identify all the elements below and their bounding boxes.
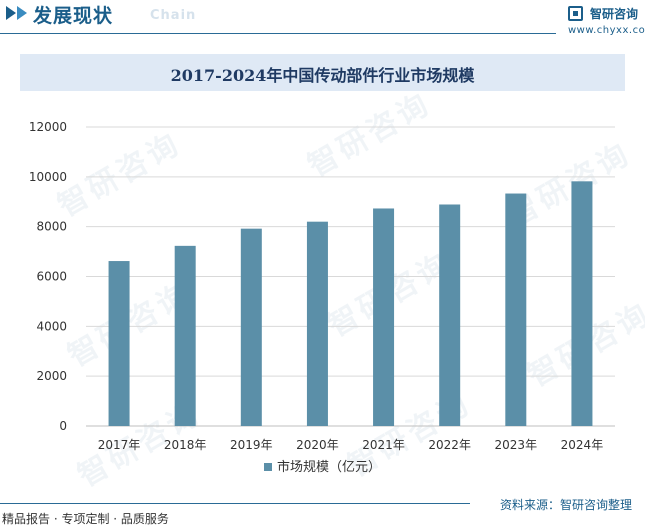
bar bbox=[240, 228, 262, 426]
footer-source: 资料来源：智研咨询整理 bbox=[500, 498, 633, 512]
bar bbox=[505, 193, 527, 426]
brand-logo-icon bbox=[568, 6, 583, 21]
x-tick-label: 2019年 bbox=[230, 438, 273, 452]
brand-url: www.chyxx.com bbox=[568, 25, 645, 36]
x-tick-label: 2021年 bbox=[362, 438, 405, 452]
x-tick-label: 2024年 bbox=[561, 438, 604, 452]
bar bbox=[306, 221, 328, 426]
y-tick-label: 8000 bbox=[36, 220, 67, 234]
chart-title: 2017-2024年中国传动部件行业市场规模 bbox=[170, 66, 475, 85]
y-tick-label: 12000 bbox=[29, 120, 67, 134]
legend-swatch bbox=[263, 462, 272, 471]
x-tick-label: 2020年 bbox=[296, 438, 339, 452]
legend-label: 市场规模（亿元） bbox=[276, 460, 381, 475]
y-tick-label: 4000 bbox=[36, 319, 67, 333]
y-tick-label: 2000 bbox=[36, 369, 67, 383]
footer-tagline: 精品报告 · 专项定制 · 品质服务 bbox=[2, 512, 169, 526]
x-tick-label: 2023年 bbox=[495, 438, 538, 452]
header-arrow-icon bbox=[6, 6, 16, 20]
bar bbox=[439, 204, 461, 426]
x-tick-label: 2017年 bbox=[98, 438, 141, 452]
bar bbox=[174, 245, 196, 426]
section-title: 发展现状 bbox=[33, 5, 114, 27]
brand-name: 智研咨询 bbox=[590, 7, 639, 21]
bar bbox=[571, 181, 593, 426]
y-tick-label: 6000 bbox=[36, 270, 67, 284]
y-tick-label: 10000 bbox=[29, 170, 67, 184]
section-subtitle: Chain bbox=[150, 8, 197, 23]
footer-divider bbox=[0, 503, 470, 504]
legend: 市场规模（亿元） bbox=[0, 456, 645, 475]
x-tick-label: 2022年 bbox=[428, 438, 471, 452]
bar bbox=[108, 261, 130, 426]
header: 发展现状 Chain 智研咨询 www.chyxx.com bbox=[0, 0, 645, 42]
chart-title-band: 2017-2024年中国传动部件行业市场规模 bbox=[20, 54, 625, 91]
x-tick-label: 2018年 bbox=[164, 438, 207, 452]
header-arrow-icon bbox=[17, 6, 27, 20]
y-tick-label: 0 bbox=[59, 419, 67, 433]
bar bbox=[373, 208, 395, 426]
header-divider bbox=[0, 33, 556, 34]
